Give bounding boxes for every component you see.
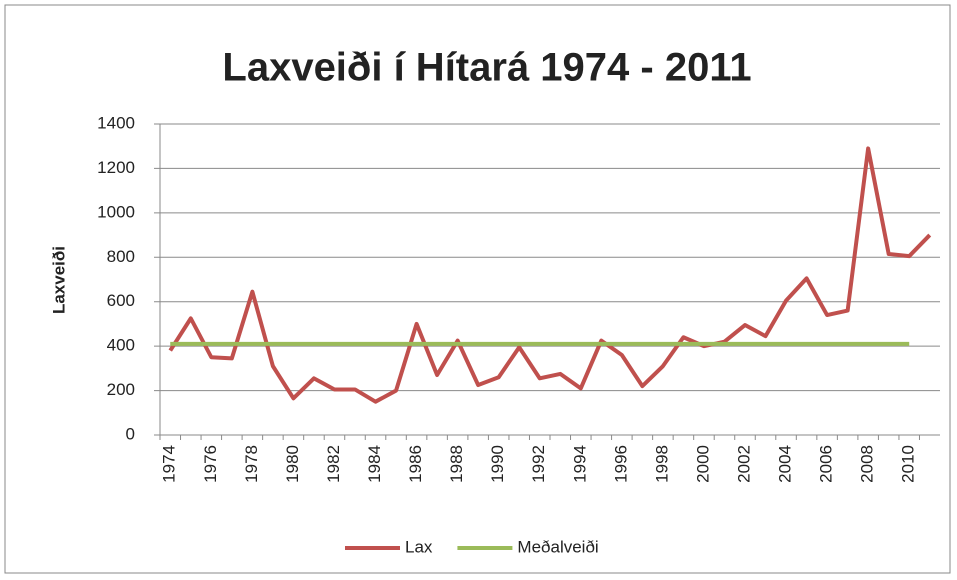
series-line	[168, 146, 932, 404]
x-tick-label: 1982	[324, 445, 343, 483]
x-tick-label: 1974	[160, 445, 179, 483]
x-tick-label: 2008	[858, 445, 877, 483]
x-tick-label: 2006	[817, 445, 836, 483]
y-tick-label: 0	[126, 424, 135, 443]
x-tick-label: 2000	[693, 445, 712, 483]
x-tick-label: 1994	[570, 445, 589, 483]
y-axis-label: Laxveiði	[49, 246, 68, 314]
x-tick-label: 2004	[776, 445, 795, 483]
x-tick-label: 1998	[652, 445, 671, 483]
y-tick-label: 800	[107, 247, 135, 266]
y-tick-label: 1000	[97, 202, 135, 221]
y-tick-label: 400	[107, 336, 135, 355]
x-tick-label: 1992	[529, 445, 548, 483]
chart-frame	[4, 4, 951, 574]
legend-label: Lax	[405, 537, 433, 556]
x-tick-label: 1984	[365, 445, 384, 483]
y-tick-label: 1200	[97, 158, 135, 177]
x-tick-label: 2002	[734, 445, 753, 483]
legend-label: Meðalveiði	[517, 537, 598, 556]
y-tick-label: 1400	[97, 113, 135, 132]
y-tick-label: 600	[107, 291, 135, 310]
x-tick-label: 1978	[242, 445, 261, 483]
x-tick-label: 1988	[447, 445, 466, 483]
y-tick-label: 200	[107, 380, 135, 399]
x-tick-label: 1976	[201, 445, 220, 483]
x-tick-label: 1990	[488, 445, 507, 483]
x-tick-label: 1996	[611, 445, 630, 483]
chart-title: Laxveiði í Hítará 1974 - 2011	[222, 46, 751, 90]
x-tick-label: 1980	[283, 445, 302, 483]
x-tick-label: 1986	[406, 445, 425, 483]
x-tick-label: 2010	[899, 445, 918, 483]
